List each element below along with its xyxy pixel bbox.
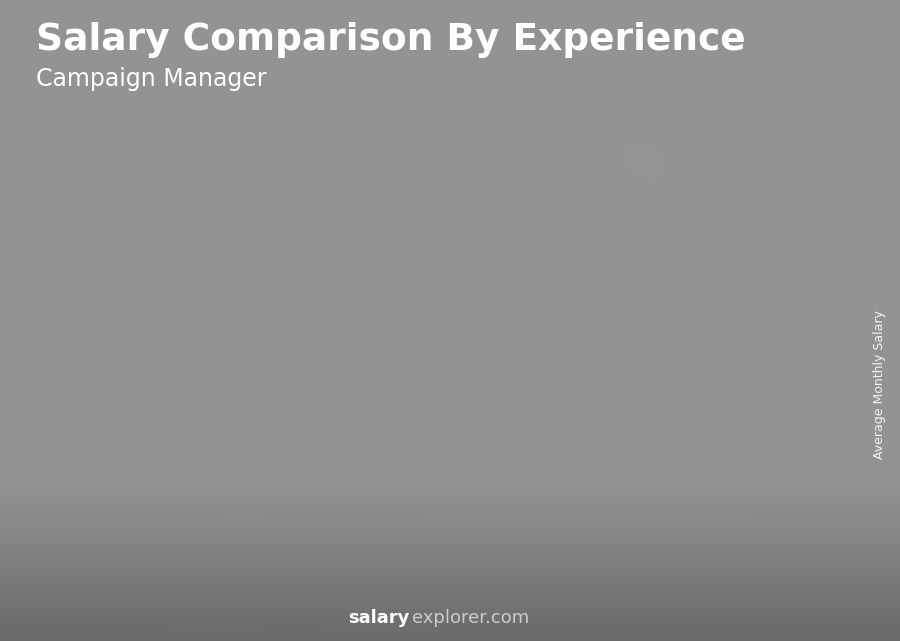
Bar [720,19,842,42]
Polygon shape [464,331,542,577]
Text: +nan%: +nan% [509,256,597,276]
Text: 0 XOF: 0 XOF [528,440,577,458]
Polygon shape [530,331,542,577]
Polygon shape [716,267,727,577]
Polygon shape [415,369,432,584]
Polygon shape [783,267,794,577]
Bar [720,64,842,87]
Polygon shape [668,301,684,584]
Text: +nan%: +nan% [635,222,723,242]
Polygon shape [85,501,163,577]
Polygon shape [85,501,95,577]
Polygon shape [590,301,668,577]
Polygon shape [464,331,474,577]
Bar [720,42,842,64]
Polygon shape [211,456,222,577]
Polygon shape [590,301,601,577]
Polygon shape [590,301,684,308]
Text: Average Monthly Salary: Average Monthly Salary [874,310,886,459]
Polygon shape [656,301,668,577]
Text: explorer.com: explorer.com [412,609,529,627]
Polygon shape [716,267,794,577]
Text: 0 XOF: 0 XOF [654,424,703,442]
Text: 0 XOF: 0 XOF [149,510,198,528]
Text: 0 XOF: 0 XOF [275,470,324,488]
Polygon shape [464,331,558,338]
Text: +nan%: +nan% [130,411,218,431]
Text: Campaign Manager: Campaign Manager [36,67,266,91]
Polygon shape [211,456,289,577]
Circle shape [769,43,793,63]
Polygon shape [163,501,179,584]
Text: +nan%: +nan% [256,324,344,344]
Polygon shape [85,501,179,508]
Text: 0 XOF: 0 XOF [402,453,451,471]
Polygon shape [404,369,415,577]
Polygon shape [542,331,558,584]
Polygon shape [337,369,432,376]
Polygon shape [277,456,289,577]
Polygon shape [794,267,811,584]
Text: +nan%: +nan% [382,287,471,306]
Text: salary: salary [348,609,410,627]
Polygon shape [337,369,348,577]
Text: 0 XOF: 0 XOF [23,530,72,548]
Polygon shape [337,369,415,577]
Polygon shape [151,501,163,577]
Polygon shape [211,456,305,463]
Polygon shape [289,456,305,584]
Text: Salary Comparison By Experience: Salary Comparison By Experience [36,22,746,58]
Polygon shape [716,267,811,273]
